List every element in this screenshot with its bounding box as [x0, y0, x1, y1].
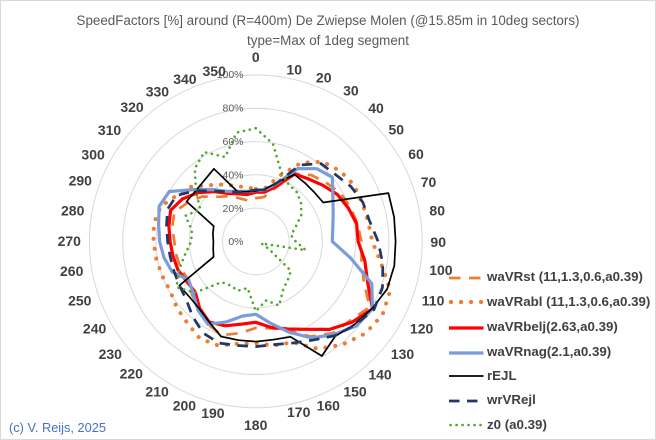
svg-text:130: 130: [391, 346, 415, 362]
svg-text:90: 90: [430, 234, 446, 250]
svg-text:280: 280: [61, 202, 85, 218]
svg-text:30: 30: [343, 82, 359, 98]
svg-text:180: 180: [244, 417, 268, 433]
svg-text:100: 100: [429, 262, 453, 278]
svg-text:80: 80: [429, 203, 445, 219]
svg-text:340: 340: [173, 71, 197, 87]
svg-text:160: 160: [317, 397, 341, 413]
svg-text:10: 10: [286, 62, 302, 78]
svg-text:350: 350: [203, 63, 227, 79]
svg-text:240: 240: [83, 320, 107, 336]
svg-text:210: 210: [145, 383, 169, 399]
svg-text:80%: 80%: [222, 103, 243, 115]
svg-text:40%: 40%: [222, 169, 243, 181]
svg-text:290: 290: [69, 173, 93, 189]
svg-text:300: 300: [81, 147, 105, 163]
svg-text:60%: 60%: [222, 136, 243, 148]
svg-text:190: 190: [201, 405, 225, 421]
svg-text:260: 260: [60, 263, 84, 279]
svg-text:250: 250: [68, 292, 92, 308]
svg-text:120: 120: [410, 321, 434, 337]
svg-text:140: 140: [368, 366, 392, 382]
svg-text:40: 40: [368, 100, 384, 116]
svg-text:310: 310: [98, 122, 122, 138]
svg-text:100%: 100%: [217, 69, 244, 81]
svg-text:170: 170: [287, 404, 311, 420]
svg-text:20: 20: [316, 70, 332, 86]
svg-text:320: 320: [120, 99, 144, 115]
svg-text:150: 150: [343, 384, 367, 400]
svg-text:60: 60: [408, 146, 424, 162]
svg-text:20%: 20%: [222, 203, 243, 215]
svg-text:110: 110: [422, 293, 445, 309]
svg-text:200: 200: [173, 398, 197, 414]
svg-text:230: 230: [99, 346, 123, 362]
svg-text:0%: 0%: [228, 236, 243, 248]
svg-text:70: 70: [421, 174, 437, 190]
svg-text:50: 50: [389, 122, 405, 138]
svg-text:330: 330: [146, 83, 170, 99]
svg-text:0: 0: [252, 49, 260, 65]
svg-text:270: 270: [58, 233, 82, 249]
svg-text:220: 220: [120, 366, 144, 382]
